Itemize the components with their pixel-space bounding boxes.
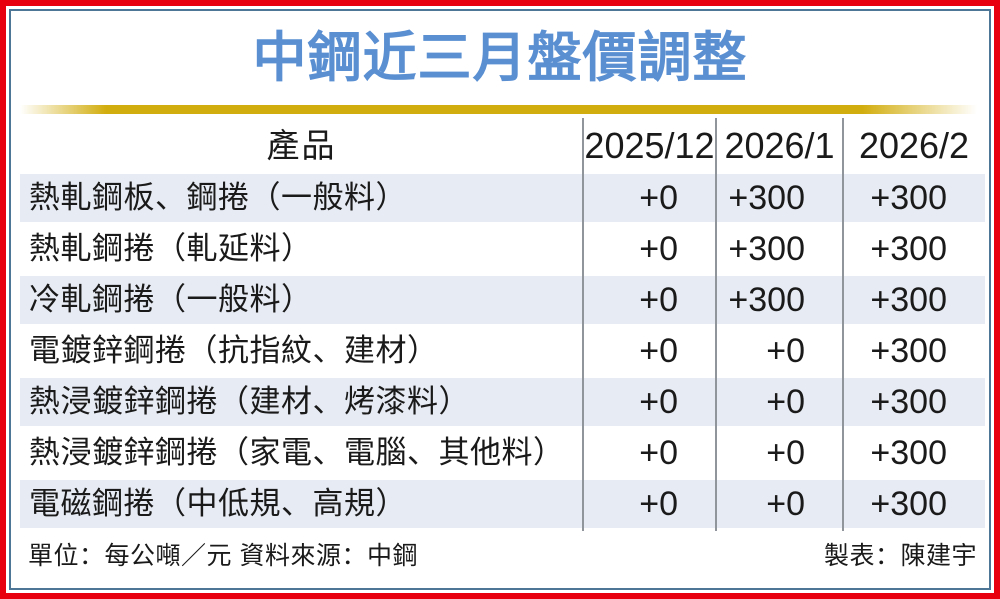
value-cell: +300 <box>728 179 805 217</box>
value-cell: +0 <box>639 434 678 472</box>
table-row: 電磁鋼捲（中低規、高規） +0 +0 +300 <box>20 480 985 528</box>
product-cell: 熱軋鋼板、鋼捲（一般料） <box>29 180 407 215</box>
unit-source-note: 單位：每公噸／元 資料來源：中鋼 <box>28 542 418 570</box>
value-cell: +0 <box>639 281 678 319</box>
price-adjustment-table: 產品 2025/12 2026/1 2026/2 熱軋鋼板、鋼捲（一般料） +0 +… <box>20 118 985 531</box>
credit-note: 製表：陳建宇 <box>823 542 977 570</box>
value-cell: +300 <box>870 179 947 217</box>
value-cell: +300 <box>870 281 947 319</box>
table-row: 熱軋鋼捲（軋延料） +0 +300 +300 <box>20 225 985 273</box>
value-cell: +0 <box>766 332 805 370</box>
product-cell: 冷軋鋼捲（一般料） <box>29 282 313 317</box>
product-cell: 電磁鋼捲（中低規、高規） <box>29 486 407 521</box>
value-cell: +0 <box>766 485 805 523</box>
gold-divider-rule <box>20 105 977 114</box>
table-body: 熱軋鋼板、鋼捲（一般料） +0 +300 +300 熱軋鋼捲（軋延料） +0 +300 +30… <box>20 174 985 528</box>
column-separator-line <box>842 118 844 531</box>
value-cell: +0 <box>766 383 805 421</box>
value-cell: +300 <box>870 230 947 268</box>
column-separator-line <box>715 118 717 531</box>
product-cell: 熱浸鍍鋅鋼捲（建材、烤漆料） <box>29 384 470 419</box>
table-row: 熱軋鋼板、鋼捲（一般料） +0 +300 +300 <box>20 174 985 222</box>
infographic-inner-panel: 中鋼近三月盤價調整 產品 2025/12 2026/1 2026/2 熱軋鋼板、… <box>9 9 991 590</box>
value-cell: +300 <box>728 281 805 319</box>
table-row: 熱浸鍍鋅鋼捲（建材、烤漆料） +0 +0 +300 <box>20 378 985 426</box>
page-title: 中鋼近三月盤價調整 <box>252 28 748 88</box>
column-header-product: 產品 <box>266 127 337 164</box>
value-cell: +300 <box>870 485 947 523</box>
value-cell: +0 <box>766 434 805 472</box>
value-cell: +0 <box>639 179 678 217</box>
product-cell: 熱浸鍍鋅鋼捲（家電、電腦、其他料） <box>29 435 565 470</box>
table-row: 電鍍鋅鋼捲（抗指紋、建材） +0 +0 +300 <box>20 327 985 375</box>
column-header-2026-2: 2026/2 <box>858 125 970 166</box>
column-header-2025-12: 2025/12 <box>584 125 715 166</box>
value-cell: +0 <box>639 485 678 523</box>
value-cell: +300 <box>870 383 947 421</box>
product-cell: 熱軋鋼捲（軋延料） <box>29 231 313 266</box>
value-cell: +0 <box>639 230 678 268</box>
table-row: 冷軋鋼捲（一般料） +0 +300 +300 <box>20 276 985 324</box>
column-separator-line <box>582 118 584 531</box>
value-cell: +300 <box>728 230 805 268</box>
footnotes: 單位：每公噸／元 資料來源：中鋼 製表：陳建宇 <box>20 541 985 571</box>
product-cell: 電鍍鋅鋼捲（抗指紋、建材） <box>29 333 439 368</box>
value-cell: +300 <box>870 332 947 370</box>
value-cell: +0 <box>639 332 678 370</box>
column-header-2026-1: 2026/1 <box>724 125 835 166</box>
table-header-row: 產品 2025/12 2026/1 2026/2 <box>20 118 985 174</box>
value-cell: +300 <box>870 434 947 472</box>
value-cell: +0 <box>639 383 678 421</box>
table-row: 熱浸鍍鋅鋼捲（家電、電腦、其他料） +0 +0 +300 <box>20 429 985 477</box>
